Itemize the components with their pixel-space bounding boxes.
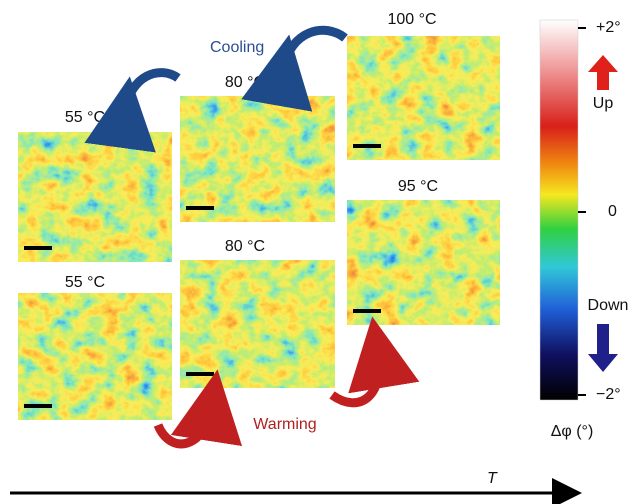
colorbar-zero: 0 (608, 203, 617, 220)
afm-image (347, 200, 500, 325)
panel-label: 55 °C (65, 109, 105, 126)
panel-label: 80 °C (225, 238, 265, 255)
afm-image (18, 293, 172, 420)
panel-label: 55 °C (65, 274, 105, 291)
panel-label: 100 °C (387, 11, 436, 28)
afm-image (180, 96, 335, 222)
afm-image (347, 36, 500, 160)
warming-arrow (332, 352, 379, 403)
axis-label: T (487, 470, 498, 487)
down-arrow (588, 324, 618, 372)
panel-label: 80 °C (225, 74, 265, 91)
afm-image (18, 132, 172, 262)
up-label: Up (593, 95, 614, 112)
colorbar-min: −2° (596, 386, 621, 403)
down-label: Down (588, 297, 629, 314)
colorbar-title: Δφ (°) (551, 423, 594, 440)
colorbar (540, 20, 578, 400)
afm-image (180, 260, 335, 388)
cooling-arrow (125, 73, 178, 112)
up-arrow (588, 55, 618, 90)
panels: 55 °C 80 °C 100 °C 95 °C 80 °C 55 °C (18, 11, 500, 420)
warming-label: Warming (253, 416, 316, 433)
figure: 55 °C80 °C100 °C95 °C80 °C55 °C Cooling … (0, 0, 644, 504)
colorbar-max: +2° (596, 19, 621, 36)
cooling-arrow (283, 30, 345, 70)
cooling-label: Cooling (210, 39, 264, 56)
panel-label: 95 °C (398, 178, 438, 195)
